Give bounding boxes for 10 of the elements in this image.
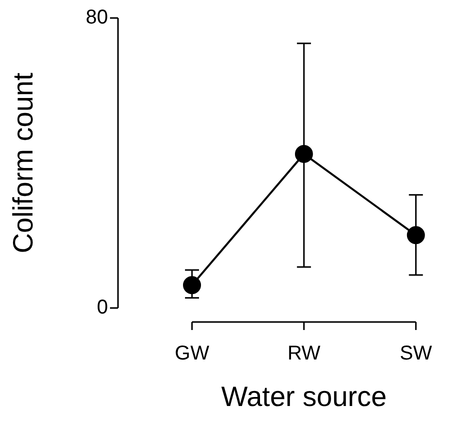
- x-tick-label: SW: [400, 342, 432, 365]
- point: [183, 276, 201, 294]
- y-tick-label: 0: [96, 296, 108, 319]
- y-axis-title: Coliform count: [8, 72, 39, 254]
- y-tick-label: 80: [86, 6, 108, 29]
- x-tick-label: RW: [287, 342, 321, 365]
- x-tick-label: GW: [174, 342, 210, 365]
- point: [294, 144, 313, 163]
- x-axis-title: Water source: [221, 380, 387, 412]
- point: [406, 226, 425, 244]
